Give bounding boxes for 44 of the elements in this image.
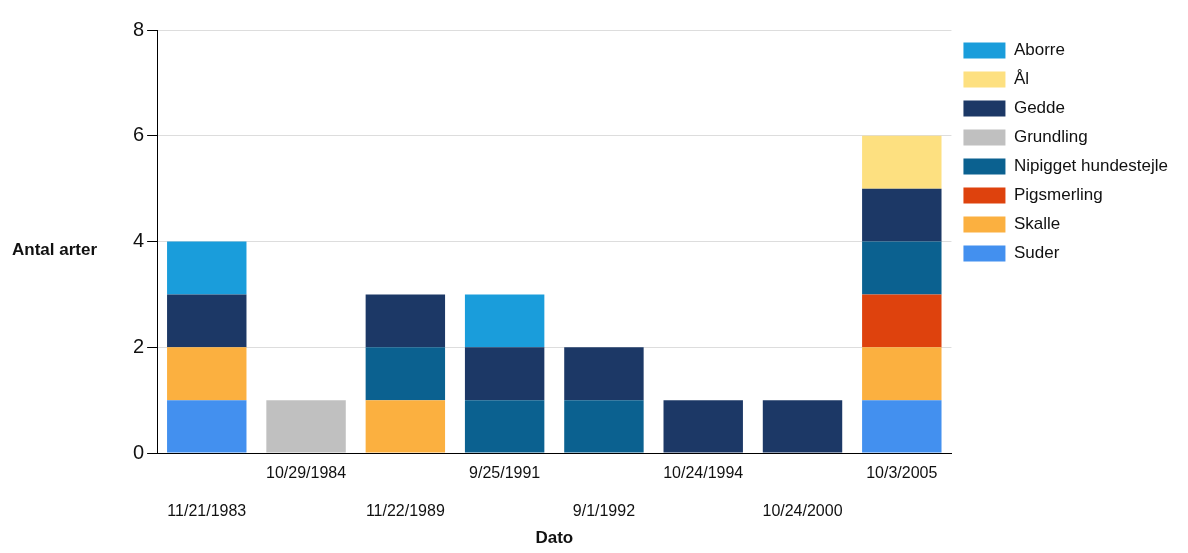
bar [862,400,942,453]
x-tick-label: 9/1/1992 [572,502,636,520]
legend-label: Skalle [1013,214,1061,234]
bar [862,294,942,348]
bar [266,400,346,453]
bar [167,294,247,348]
bar [365,400,446,453]
bar [167,347,247,401]
bar [464,400,545,453]
bar [663,400,743,453]
y-tick-label: 6 [133,123,145,146]
bar [365,347,446,401]
y-tick-label: 8 [133,17,145,40]
legend-label: Nipigget hundestejle [1013,156,1169,176]
legend-label: Aborre [1013,40,1065,60]
x-tick-label: 10/24/1994 [663,464,744,482]
legend-label: Pigsmerling [1013,185,1103,205]
y-tick-label: 4 [133,229,145,252]
y-tick-label: 2 [133,334,145,357]
x-tick-label: 11/22/1989 [365,502,445,520]
bar [762,400,843,453]
x-axis-title: Dato [535,528,574,548]
x-tick-label: 11/21/1983 [167,502,247,520]
bar [862,135,942,189]
bar [862,241,942,295]
bar [167,241,247,295]
bar [564,400,644,453]
legend-label: Ål [1013,69,1030,89]
x-tick-label: 10/29/1984 [266,464,347,482]
bar [167,400,247,453]
x-tick-label: 10/3/2005 [866,464,938,482]
legend-label: Gedde [1013,98,1065,118]
y-axis-title: Antal arter [12,240,98,260]
bar [464,347,545,401]
bar [464,294,545,348]
y-tick-label: 0 [133,440,145,463]
bar [365,294,446,348]
legend-label: Suder [1013,243,1060,263]
x-tick-label: 9/25/1991 [469,464,541,482]
legend-label: Grundling [1013,127,1088,147]
x-tick-label: 10/24/2000 [762,502,843,520]
bar [862,188,942,242]
bar [564,347,644,401]
bar [862,347,942,401]
